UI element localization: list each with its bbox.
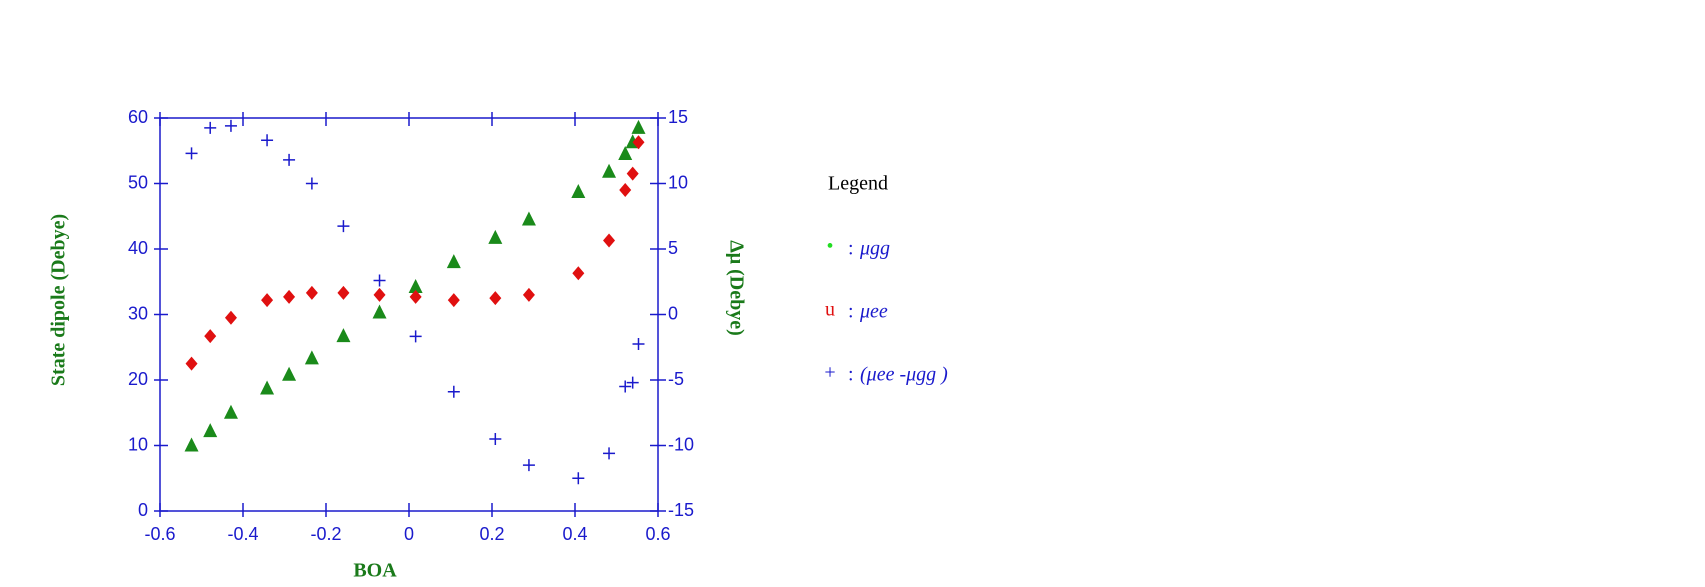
x-tick-label: 0.2	[479, 524, 504, 544]
point	[447, 385, 460, 398]
plot-frame	[159, 117, 659, 512]
legend-symbol: •	[826, 236, 833, 258]
x-tick-label: -0.4	[227, 524, 258, 544]
point	[489, 291, 502, 306]
point	[603, 233, 616, 248]
y-tick-label: 30	[128, 303, 148, 323]
point	[409, 289, 422, 304]
legend-label: μgg	[859, 238, 890, 260]
y2-tick-label: 10	[668, 172, 688, 192]
point	[224, 119, 237, 132]
point	[282, 366, 297, 381]
y-tick-label: 10	[128, 434, 148, 454]
point	[408, 278, 423, 293]
point	[305, 285, 318, 300]
y-axis-label: State dipole (Debye)	[48, 214, 70, 386]
point	[305, 177, 318, 190]
y2-axis-label: Δμ (Debye)	[725, 240, 747, 336]
point	[184, 437, 199, 452]
point	[223, 404, 238, 419]
point	[373, 287, 386, 302]
point	[447, 293, 460, 308]
legend-separator: :	[848, 238, 854, 260]
point	[373, 274, 386, 287]
point	[185, 147, 198, 160]
x-tick-label: -0.6	[144, 524, 175, 544]
point	[572, 472, 585, 485]
point	[283, 289, 296, 304]
legend-title: Legend	[828, 173, 888, 195]
point	[409, 330, 422, 343]
point	[488, 229, 503, 244]
point	[372, 304, 387, 319]
point	[224, 310, 237, 325]
point	[204, 329, 217, 344]
point	[618, 146, 633, 161]
point	[521, 211, 536, 226]
point	[603, 447, 616, 460]
point	[619, 183, 632, 198]
legend-label: (μee -μgg )	[860, 364, 948, 386]
point	[632, 135, 645, 150]
point	[446, 254, 461, 269]
point	[602, 163, 617, 178]
point	[522, 287, 535, 302]
y-tick-label: 50	[128, 172, 148, 192]
legend-symbol: +	[824, 362, 835, 384]
point	[489, 432, 502, 445]
y2-tick-label: 15	[668, 107, 688, 127]
point	[571, 184, 586, 199]
point	[337, 220, 350, 233]
y-tick-label: 60	[128, 107, 148, 127]
legend-separator: :	[848, 301, 854, 323]
x-tick-label: -0.2	[310, 524, 341, 544]
y-tick-label: 40	[128, 238, 148, 258]
point	[261, 134, 274, 147]
point	[337, 285, 350, 300]
point	[185, 356, 198, 371]
point	[626, 166, 639, 181]
point	[631, 119, 646, 134]
point	[204, 121, 217, 134]
x-axis-label: BOA	[353, 560, 397, 582]
x-tick-label: 0	[404, 524, 414, 544]
point	[626, 376, 639, 389]
x-tick-label: 0.4	[562, 524, 587, 544]
point	[572, 266, 585, 281]
legend-symbol: u	[825, 299, 835, 321]
legend-label: μee	[859, 301, 888, 323]
point	[522, 459, 535, 472]
point	[632, 337, 645, 350]
x-tick-label: 0.6	[645, 524, 670, 544]
y2-tick-label: -10	[668, 434, 694, 454]
y2-tick-label: 5	[668, 238, 678, 258]
y2-tick-label: 0	[668, 303, 678, 323]
y2-tick-label: -5	[668, 369, 684, 389]
point	[261, 293, 274, 308]
legend-separator: :	[848, 364, 854, 386]
y2-tick-label: -15	[668, 500, 694, 520]
point	[283, 153, 296, 166]
y-tick-label: 0	[138, 500, 148, 520]
point	[619, 380, 632, 393]
point	[304, 350, 319, 365]
point	[203, 423, 218, 438]
point	[260, 380, 275, 395]
point	[336, 328, 351, 343]
y-tick-label: 20	[128, 369, 148, 389]
